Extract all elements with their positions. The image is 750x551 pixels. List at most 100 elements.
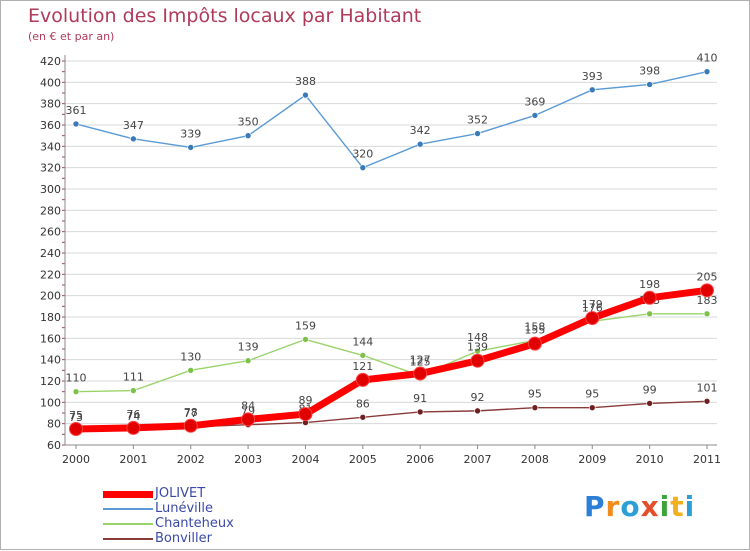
- data-point: [302, 91, 309, 99]
- logo-letter: x: [640, 490, 660, 523]
- data-label: 111: [123, 371, 144, 384]
- series-line: [75, 70, 708, 169]
- x-tick-label: 2002: [177, 453, 205, 466]
- data-label: 352: [467, 114, 488, 127]
- x-tick-label: 2008: [521, 453, 549, 466]
- data-label: 342: [410, 124, 431, 137]
- y-tick-label: 300: [40, 183, 61, 196]
- x-tick-label: 2000: [62, 453, 90, 466]
- data-point: [703, 68, 711, 75]
- legend-swatch: [103, 523, 153, 525]
- data-label: 410: [697, 52, 718, 65]
- data-point: [642, 290, 657, 305]
- data-label: 320: [352, 148, 373, 161]
- data-label: 101: [697, 381, 718, 394]
- legend-label: Chanteheux: [155, 516, 234, 531]
- data-point: [531, 112, 539, 119]
- data-point: [355, 372, 370, 387]
- data-label: 176: [582, 301, 603, 314]
- chart-subtitle: (en € et par an): [28, 30, 115, 43]
- data-label: 183: [697, 294, 718, 307]
- logo-letter: i: [684, 490, 696, 523]
- legend-item: Chanteheux: [103, 516, 234, 531]
- x-tick-label: 2003: [234, 453, 262, 466]
- data-label: 361: [66, 104, 87, 117]
- data-point: [646, 310, 653, 318]
- legend-swatch: [103, 490, 153, 498]
- data-label: 91: [413, 392, 427, 405]
- data-label: 76: [126, 408, 140, 421]
- data-label: 139: [467, 341, 488, 354]
- data-label: 92: [471, 391, 485, 404]
- data-label: 179: [582, 298, 603, 311]
- y-tick-label: 140: [40, 354, 61, 367]
- legend-item: JOLIVET: [103, 486, 234, 501]
- data-label: 398: [639, 64, 660, 77]
- data-point: [527, 336, 542, 351]
- data-label: 347: [123, 119, 144, 132]
- y-tick-label: 400: [40, 76, 61, 89]
- y-tick-label: 280: [40, 204, 61, 217]
- x-tick-label: 2010: [636, 453, 664, 466]
- y-tick-label: 240: [40, 247, 61, 260]
- data-point: [359, 164, 367, 171]
- data-label: 130: [180, 350, 201, 363]
- data-label: 125: [410, 356, 431, 369]
- data-point: [588, 404, 596, 411]
- data-label: 205: [697, 270, 718, 283]
- y-tick-label: 160: [40, 332, 61, 345]
- data-point: [187, 367, 195, 374]
- legend-label: Bonviller: [155, 531, 212, 546]
- data-point: [72, 120, 80, 128]
- legend-item: Lunéville: [103, 501, 234, 516]
- data-label: 393: [582, 70, 603, 83]
- data-label: 148: [467, 331, 488, 344]
- data-point: [126, 420, 141, 435]
- data-point: [416, 140, 424, 148]
- data-point: [241, 412, 256, 427]
- y-tick-label: 100: [40, 396, 61, 409]
- data-label: 127: [410, 354, 431, 367]
- data-point: [416, 408, 424, 416]
- data-label: 78: [184, 406, 198, 419]
- data-label: 139: [238, 341, 259, 354]
- y-tick-label: 60: [47, 439, 61, 452]
- data-point: [130, 135, 137, 143]
- data-label: 77: [184, 407, 198, 420]
- data-point: [585, 311, 600, 326]
- data-point: [244, 132, 252, 139]
- x-tick-label: 2009: [578, 453, 606, 466]
- data-point: [474, 130, 481, 137]
- data-label: 99: [643, 383, 657, 396]
- series-line: [75, 286, 708, 433]
- data-point: [470, 353, 485, 368]
- data-label: 95: [585, 388, 599, 401]
- logo-letter: P: [584, 490, 606, 523]
- data-point: [130, 387, 137, 394]
- data-point: [359, 413, 367, 421]
- data-label: 95: [528, 388, 542, 401]
- x-tick-label: 2011: [693, 453, 721, 466]
- y-tick-label: 360: [40, 119, 61, 132]
- data-label: 159: [295, 319, 316, 332]
- x-tick-label: 2005: [349, 453, 377, 466]
- data-label: 110: [66, 372, 87, 385]
- logo-letter: r: [605, 490, 621, 523]
- logo-letter: o: [620, 490, 641, 523]
- data-label: 198: [639, 278, 660, 291]
- legend-item: Bonviller: [103, 531, 234, 546]
- data-point: [646, 400, 653, 407]
- x-tick-label: 2001: [119, 453, 147, 466]
- data-label: 89: [298, 394, 312, 407]
- legend-label: JOLIVET: [155, 486, 206, 501]
- data-label: 73: [69, 411, 83, 424]
- y-tick-label: 380: [40, 98, 61, 111]
- data-label: 75: [69, 409, 83, 422]
- data-label: 369: [524, 95, 545, 108]
- y-tick-label: 180: [40, 311, 61, 324]
- data-label: 158: [524, 320, 545, 333]
- data-label: 350: [238, 116, 259, 129]
- logo-letter: t: [670, 490, 685, 523]
